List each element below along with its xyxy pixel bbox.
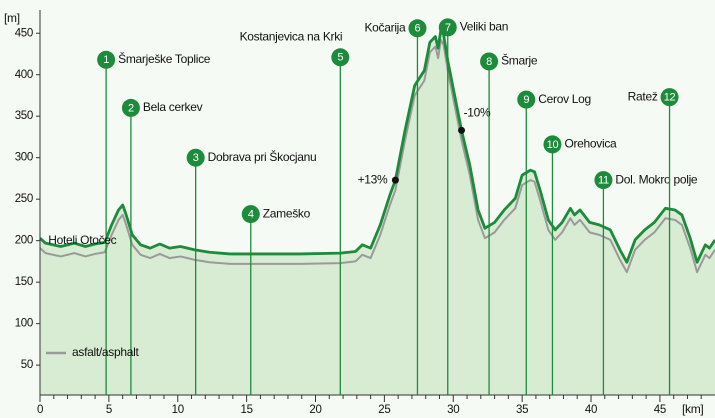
area [40, 29, 715, 396]
x-tick-label: 5 [106, 404, 112, 416]
waypoint-number: 12 [664, 92, 676, 104]
waypoint-marker [517, 90, 536, 109]
waypoint-marker [438, 18, 457, 37]
x-tick-label: 30 [447, 404, 459, 416]
y-tick-label: 50 [21, 359, 33, 371]
y-tick-label: 150 [15, 276, 33, 288]
annotation: Hoteli Otočec [48, 233, 116, 247]
waypoint-number: 9 [523, 94, 529, 106]
waypoint-number: 3 [193, 152, 199, 164]
waypoint-label: Dol. Mokro polje [615, 172, 698, 186]
waypoint-marker [121, 98, 140, 117]
waypoint-number: 7 [445, 22, 451, 34]
waypoint-number: 10 [547, 139, 559, 151]
waypoint-marker [97, 50, 116, 69]
waypoint-marker [408, 19, 427, 38]
waypoint-marker [594, 171, 613, 190]
annotation: -10% [464, 105, 491, 119]
waypoint-marker [186, 148, 205, 167]
waypoint-label: Ratež [628, 89, 658, 103]
y-tick-label: 250 [15, 193, 33, 205]
waypoint-label: Kostanjevica na Krki [240, 29, 343, 43]
waypoint-marker [660, 88, 679, 107]
waypoint-marker [331, 48, 350, 67]
waypoint-label: Dobrava pri Škocjanu [208, 149, 317, 164]
x-tick-label: 40 [585, 404, 597, 416]
waypoint-marker [480, 52, 499, 71]
waypoint-label: Bela cerkev [143, 100, 203, 114]
y-tick-label: 200 [15, 235, 33, 247]
y-tick-label: 100 [15, 318, 33, 330]
waypoint-label: Zameško [263, 206, 311, 220]
profile-line [39, 38, 715, 274]
waypoint-number: 5 [337, 52, 343, 64]
grade-dot [391, 176, 399, 184]
waypoint-number: 6 [415, 23, 421, 35]
y-tick-label: 350 [15, 110, 33, 122]
waypoint-number: 2 [128, 102, 134, 114]
y-unit: [m] [4, 11, 20, 25]
waypoint-label: Šmarješke Toplice [118, 51, 211, 66]
waypoint-label: Veliki ban [460, 20, 508, 34]
x-unit: [km] [682, 402, 703, 416]
annotation: +13% [358, 172, 388, 186]
waypoint-number: 11 [598, 175, 609, 187]
x-tick-label: 10 [172, 404, 184, 416]
x-tick-label: 15 [241, 404, 253, 416]
waypoint-number: 8 [486, 56, 492, 68]
waypoint-label: Kočarija [364, 20, 406, 34]
y-tick-label: 300 [15, 152, 33, 164]
grade-dot [458, 126, 466, 134]
x-tick-label: 35 [516, 404, 528, 416]
x-tick-label: 0 [37, 404, 43, 416]
waypoint-label: Orehovica [564, 137, 617, 151]
waypoint-number: 4 [248, 209, 254, 221]
waypoint-label: Šmarje [501, 53, 538, 68]
waypoint-marker [543, 135, 562, 154]
x-tick-label: 25 [378, 404, 390, 416]
waypoint-number: 1 [103, 54, 109, 66]
y-tick-label: 400 [15, 69, 33, 81]
x-tick-label: 20 [309, 404, 321, 416]
y-tick-label: 450 [15, 27, 33, 39]
waypoint-marker [241, 205, 260, 224]
waypoint-label: Cerov Log [538, 92, 591, 106]
legend-label: asfalt/asphalt [72, 345, 139, 359]
x-tick-label: 45 [654, 404, 666, 416]
